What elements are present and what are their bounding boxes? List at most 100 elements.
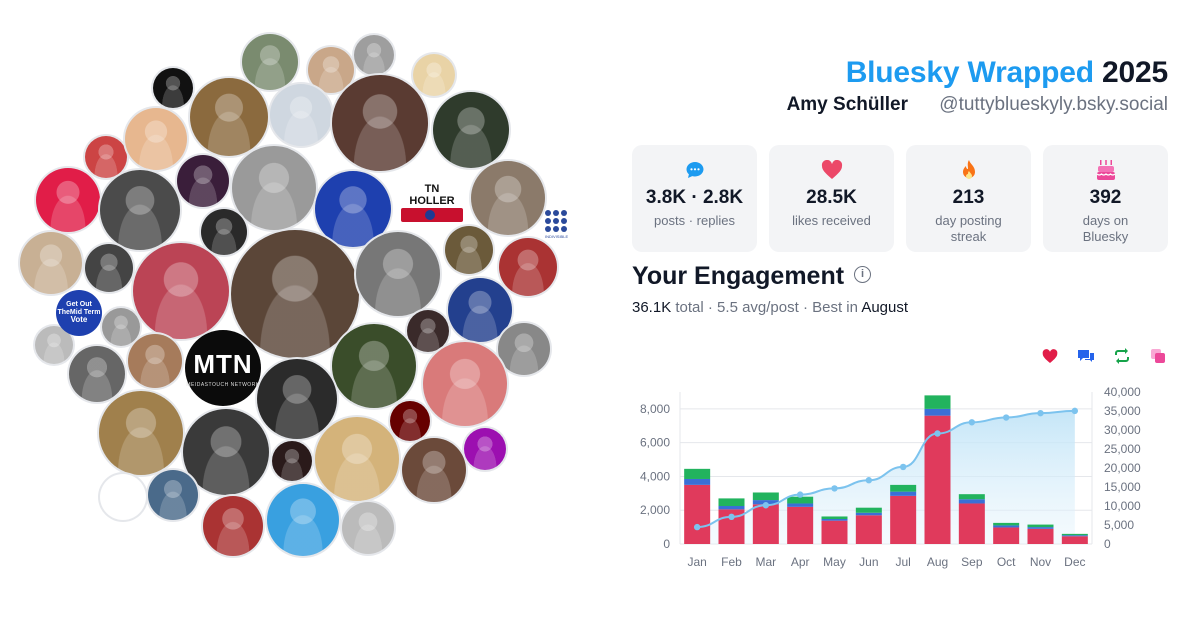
avatar[interactable]: [315, 171, 391, 247]
heart-icon[interactable]: [1040, 346, 1060, 366]
avatar[interactable]: [315, 417, 399, 501]
avatar[interactable]: [242, 34, 298, 90]
avatar[interactable]: [99, 391, 183, 475]
avatar[interactable]: [201, 209, 247, 255]
bar-segment: [752, 504, 779, 544]
bar-segment: [1061, 535, 1088, 537]
avatar[interactable]: [85, 244, 133, 292]
avatar[interactable]: [445, 226, 493, 274]
bar-segment: [718, 498, 745, 506]
avatar[interactable]: [190, 78, 268, 156]
avatar[interactable]: [148, 470, 198, 520]
midterm-text: TheMid Term: [57, 308, 101, 316]
heart-icon: [769, 159, 894, 181]
y-tick-label-right: 35,000: [1104, 404, 1141, 418]
cumulative-point: [934, 430, 941, 437]
engagement-best-month: August: [861, 299, 909, 316]
avatar[interactable]: [203, 496, 263, 556]
stat-label: posts · replies: [654, 213, 735, 228]
repost-icon[interactable]: [1112, 346, 1132, 366]
x-tick-label: Aug: [927, 555, 948, 569]
y-tick-label-left: 4,000: [640, 469, 670, 483]
avatar[interactable]: [177, 155, 229, 207]
avatar[interactable]: [332, 75, 428, 171]
bar-segment: [958, 503, 985, 544]
bar-segment: [890, 491, 917, 496]
year-title: 2025: [1102, 56, 1168, 89]
stat-card-likes: 28.5K likes received: [769, 145, 894, 252]
bar-segment: [890, 495, 917, 544]
engagement-total: 36.1K: [632, 299, 672, 316]
avatar-indivisible[interactable]: INDIVISIBLE: [545, 210, 577, 242]
avatar[interactable]: [69, 346, 125, 402]
tn-holler-text: TN HOLLER: [409, 183, 455, 207]
avatar[interactable]: [498, 323, 550, 375]
avatar[interactable]: [128, 334, 182, 388]
avatar[interactable]: [272, 441, 312, 481]
quote-icon[interactable]: [1148, 346, 1168, 366]
info-icon[interactable]: i: [854, 265, 872, 283]
cumulative-point: [728, 513, 735, 521]
avatar[interactable]: [232, 146, 316, 230]
stat-label: days on Bluesky: [1082, 213, 1129, 245]
avatar[interactable]: [342, 502, 394, 554]
avatar[interactable]: [407, 310, 449, 352]
avatar[interactable]: [133, 243, 229, 339]
avatar[interactable]: [85, 136, 127, 178]
avatar[interactable]: [100, 170, 180, 250]
avatar-mtn[interactable]: MTN MEIDASTOUCH NETWORK: [185, 330, 261, 406]
stat-value: 392: [1089, 187, 1122, 208]
avatar-get-out-vote[interactable]: Get Out TheMid Term Vote: [56, 290, 102, 336]
avatar[interactable]: [257, 359, 337, 439]
brand-title: Bluesky Wrapped: [845, 56, 1094, 89]
avatar[interactable]: [270, 84, 332, 146]
bar-segment: [787, 496, 814, 504]
avatar[interactable]: [125, 108, 187, 170]
y-tick-label-left: 6,000: [640, 436, 670, 450]
vote-text: Vote: [70, 315, 88, 325]
avatar[interactable]: [433, 92, 509, 168]
user-handle[interactable]: @tuttyblueskyly.bsky.social: [939, 94, 1168, 115]
avatar[interactable]: [153, 68, 193, 108]
avatar[interactable]: [390, 401, 430, 441]
cumulative-point: [831, 485, 838, 492]
avatar[interactable]: [100, 474, 146, 520]
avatar[interactable]: [36, 168, 100, 232]
y-tick-label-left: 2,000: [640, 503, 670, 517]
stat-card-streak: 213 day posting streak: [906, 145, 1031, 252]
avatar[interactable]: [413, 54, 455, 96]
indivisible-logo-icon: [545, 210, 571, 232]
avatar[interactable]: [423, 342, 507, 426]
avatar[interactable]: [308, 47, 354, 93]
y-tick-label-left: 0: [663, 537, 670, 551]
avatar[interactable]: [354, 35, 394, 75]
avatar[interactable]: [183, 409, 269, 495]
avatar[interactable]: [332, 324, 416, 408]
avatar[interactable]: [499, 238, 557, 296]
y-tick-label-right: 10,000: [1104, 499, 1141, 513]
y-tick-label-right: 40,000: [1104, 385, 1141, 399]
stat-label: likes received: [792, 213, 871, 228]
cake-icon: [1043, 159, 1168, 181]
x-tick-label: Apr: [791, 555, 810, 569]
avatar-tn-holler[interactable]: TN HOLLER: [401, 183, 463, 222]
avatar[interactable]: [20, 232, 82, 294]
avatar[interactable]: [402, 438, 466, 502]
y-tick-label-right: 25,000: [1104, 442, 1141, 456]
x-tick-label: Jul: [895, 555, 910, 569]
engagement-total-suffix: total · 5.5 avg/post · Best in: [675, 299, 858, 316]
stat-value: 28.5K: [806, 187, 857, 208]
avatar[interactable]: [471, 161, 545, 235]
avatar[interactable]: [464, 428, 506, 470]
reply-icon[interactable]: [1076, 346, 1096, 366]
avatar-cloud: [20, 34, 557, 556]
bar-segment: [993, 527, 1020, 544]
bar-segment: [1027, 527, 1054, 529]
avatar[interactable]: [267, 484, 339, 556]
avatar[interactable]: [356, 232, 440, 316]
flame-icon: [906, 159, 1031, 181]
avatar[interactable]: [448, 278, 512, 342]
bar-segment: [958, 499, 985, 504]
avatar[interactable]: [231, 230, 359, 358]
avatar[interactable]: [102, 308, 140, 346]
